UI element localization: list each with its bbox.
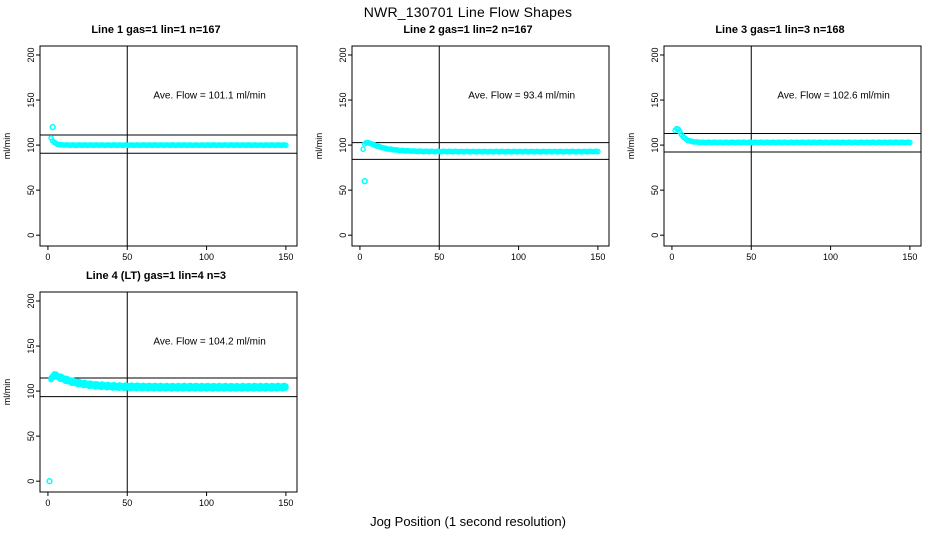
svg-text:0: 0 (26, 479, 36, 484)
svg-text:50: 50 (746, 252, 756, 262)
svg-text:100: 100 (650, 138, 660, 153)
panel-title-line-3: Line 3 gas=1 lin=3 n=168 (715, 24, 845, 36)
svg-text:0: 0 (357, 252, 362, 262)
chart-line-2: 0 50 100 150 0 50 100 150 200 ml/min Ave. Flow = 9… (314, 45, 610, 262)
svg-text:50: 50 (122, 498, 132, 508)
svg-text:100: 100 (823, 252, 838, 262)
panel-line-2: Line 2 gas=1 lin=2 n=167 0 50 100 150 0 50 100… (312, 22, 624, 268)
svg-text:100: 100 (26, 384, 36, 399)
chart-line-4: 0 50 100 150 0 50 100 150 200 ml/min Ave. Flow = 1… (2, 291, 298, 508)
svg-text:100: 100 (511, 252, 526, 262)
svg-text:Ave. Flow = 93.4 ml/min: Ave. Flow = 93.4 ml/min (468, 91, 575, 102)
chart-line-1: 0 50 100 150 0 50 100 150 200 ml/min Ave. Flow = 1… (2, 45, 298, 262)
svg-text:0: 0 (669, 252, 674, 262)
svg-text:Ave. Flow = 102.6 ml/min: Ave. Flow = 102.6 ml/min (777, 91, 889, 102)
figure-title: NWR_130701 Line Flow Shapes (363, 4, 573, 20)
svg-text:0: 0 (45, 498, 50, 508)
svg-text:200: 200 (26, 293, 36, 308)
svg-text:50: 50 (26, 185, 36, 195)
panel-title-line-1: Line 1 gas=1 lin=1 n=167 (91, 24, 221, 36)
svg-text:50: 50 (650, 185, 660, 195)
svg-text:150: 150 (590, 252, 605, 262)
panel-line-3: Line 3 gas=1 lin=3 n=168 0 50 100 150 0 50 100… (624, 22, 936, 268)
chart-line-3: 0 50 100 150 0 50 100 150 200 ml/min Ave. Flow = 1… (626, 45, 922, 262)
svg-text:200: 200 (338, 47, 348, 62)
panel-title-line-4: Line 4 (LT) gas=1 lin=4 n=3 (85, 270, 227, 282)
svg-text:100: 100 (338, 138, 348, 153)
panel-line-1: Line 1 gas=1 lin=1 n=167 0 50 100 150 0 50 100… (0, 22, 312, 268)
svg-text:Ave. Flow = 101.1 ml/min: Ave. Flow = 101.1 ml/min (153, 91, 265, 102)
svg-text:ml/min: ml/min (314, 133, 324, 160)
svg-text:0: 0 (26, 233, 36, 238)
svg-text:0: 0 (650, 233, 660, 238)
panel-title-line-2: Line 2 gas=1 lin=2 n=167 (403, 24, 533, 36)
svg-text:ml/min: ml/min (2, 379, 12, 406)
figure-xlabel: Jog Position (1 second resolution) (370, 514, 566, 529)
svg-text:50: 50 (338, 185, 348, 195)
svg-text:150: 150 (278, 252, 293, 262)
svg-text:150: 150 (650, 93, 660, 108)
svg-text:ml/min: ml/min (626, 133, 636, 160)
svg-text:150: 150 (278, 498, 293, 508)
svg-text:150: 150 (26, 93, 36, 108)
svg-text:Ave. Flow = 104.2 ml/min: Ave. Flow = 104.2 ml/min (153, 337, 265, 348)
svg-text:200: 200 (650, 47, 660, 62)
svg-text:ml/min: ml/min (2, 133, 12, 160)
svg-text:150: 150 (338, 93, 348, 108)
svg-text:50: 50 (122, 252, 132, 262)
svg-text:0: 0 (338, 233, 348, 238)
svg-text:100: 100 (199, 252, 214, 262)
svg-text:150: 150 (902, 252, 917, 262)
svg-text:0: 0 (45, 252, 50, 262)
svg-text:100: 100 (26, 138, 36, 153)
panel-line-4: Line 4 (LT) gas=1 lin=4 n=3 0 50 100 150 0 50… (0, 268, 312, 514)
svg-text:100: 100 (199, 498, 214, 508)
svg-text:200: 200 (26, 47, 36, 62)
svg-text:150: 150 (26, 339, 36, 354)
svg-text:50: 50 (434, 252, 444, 262)
svg-text:50: 50 (26, 431, 36, 441)
